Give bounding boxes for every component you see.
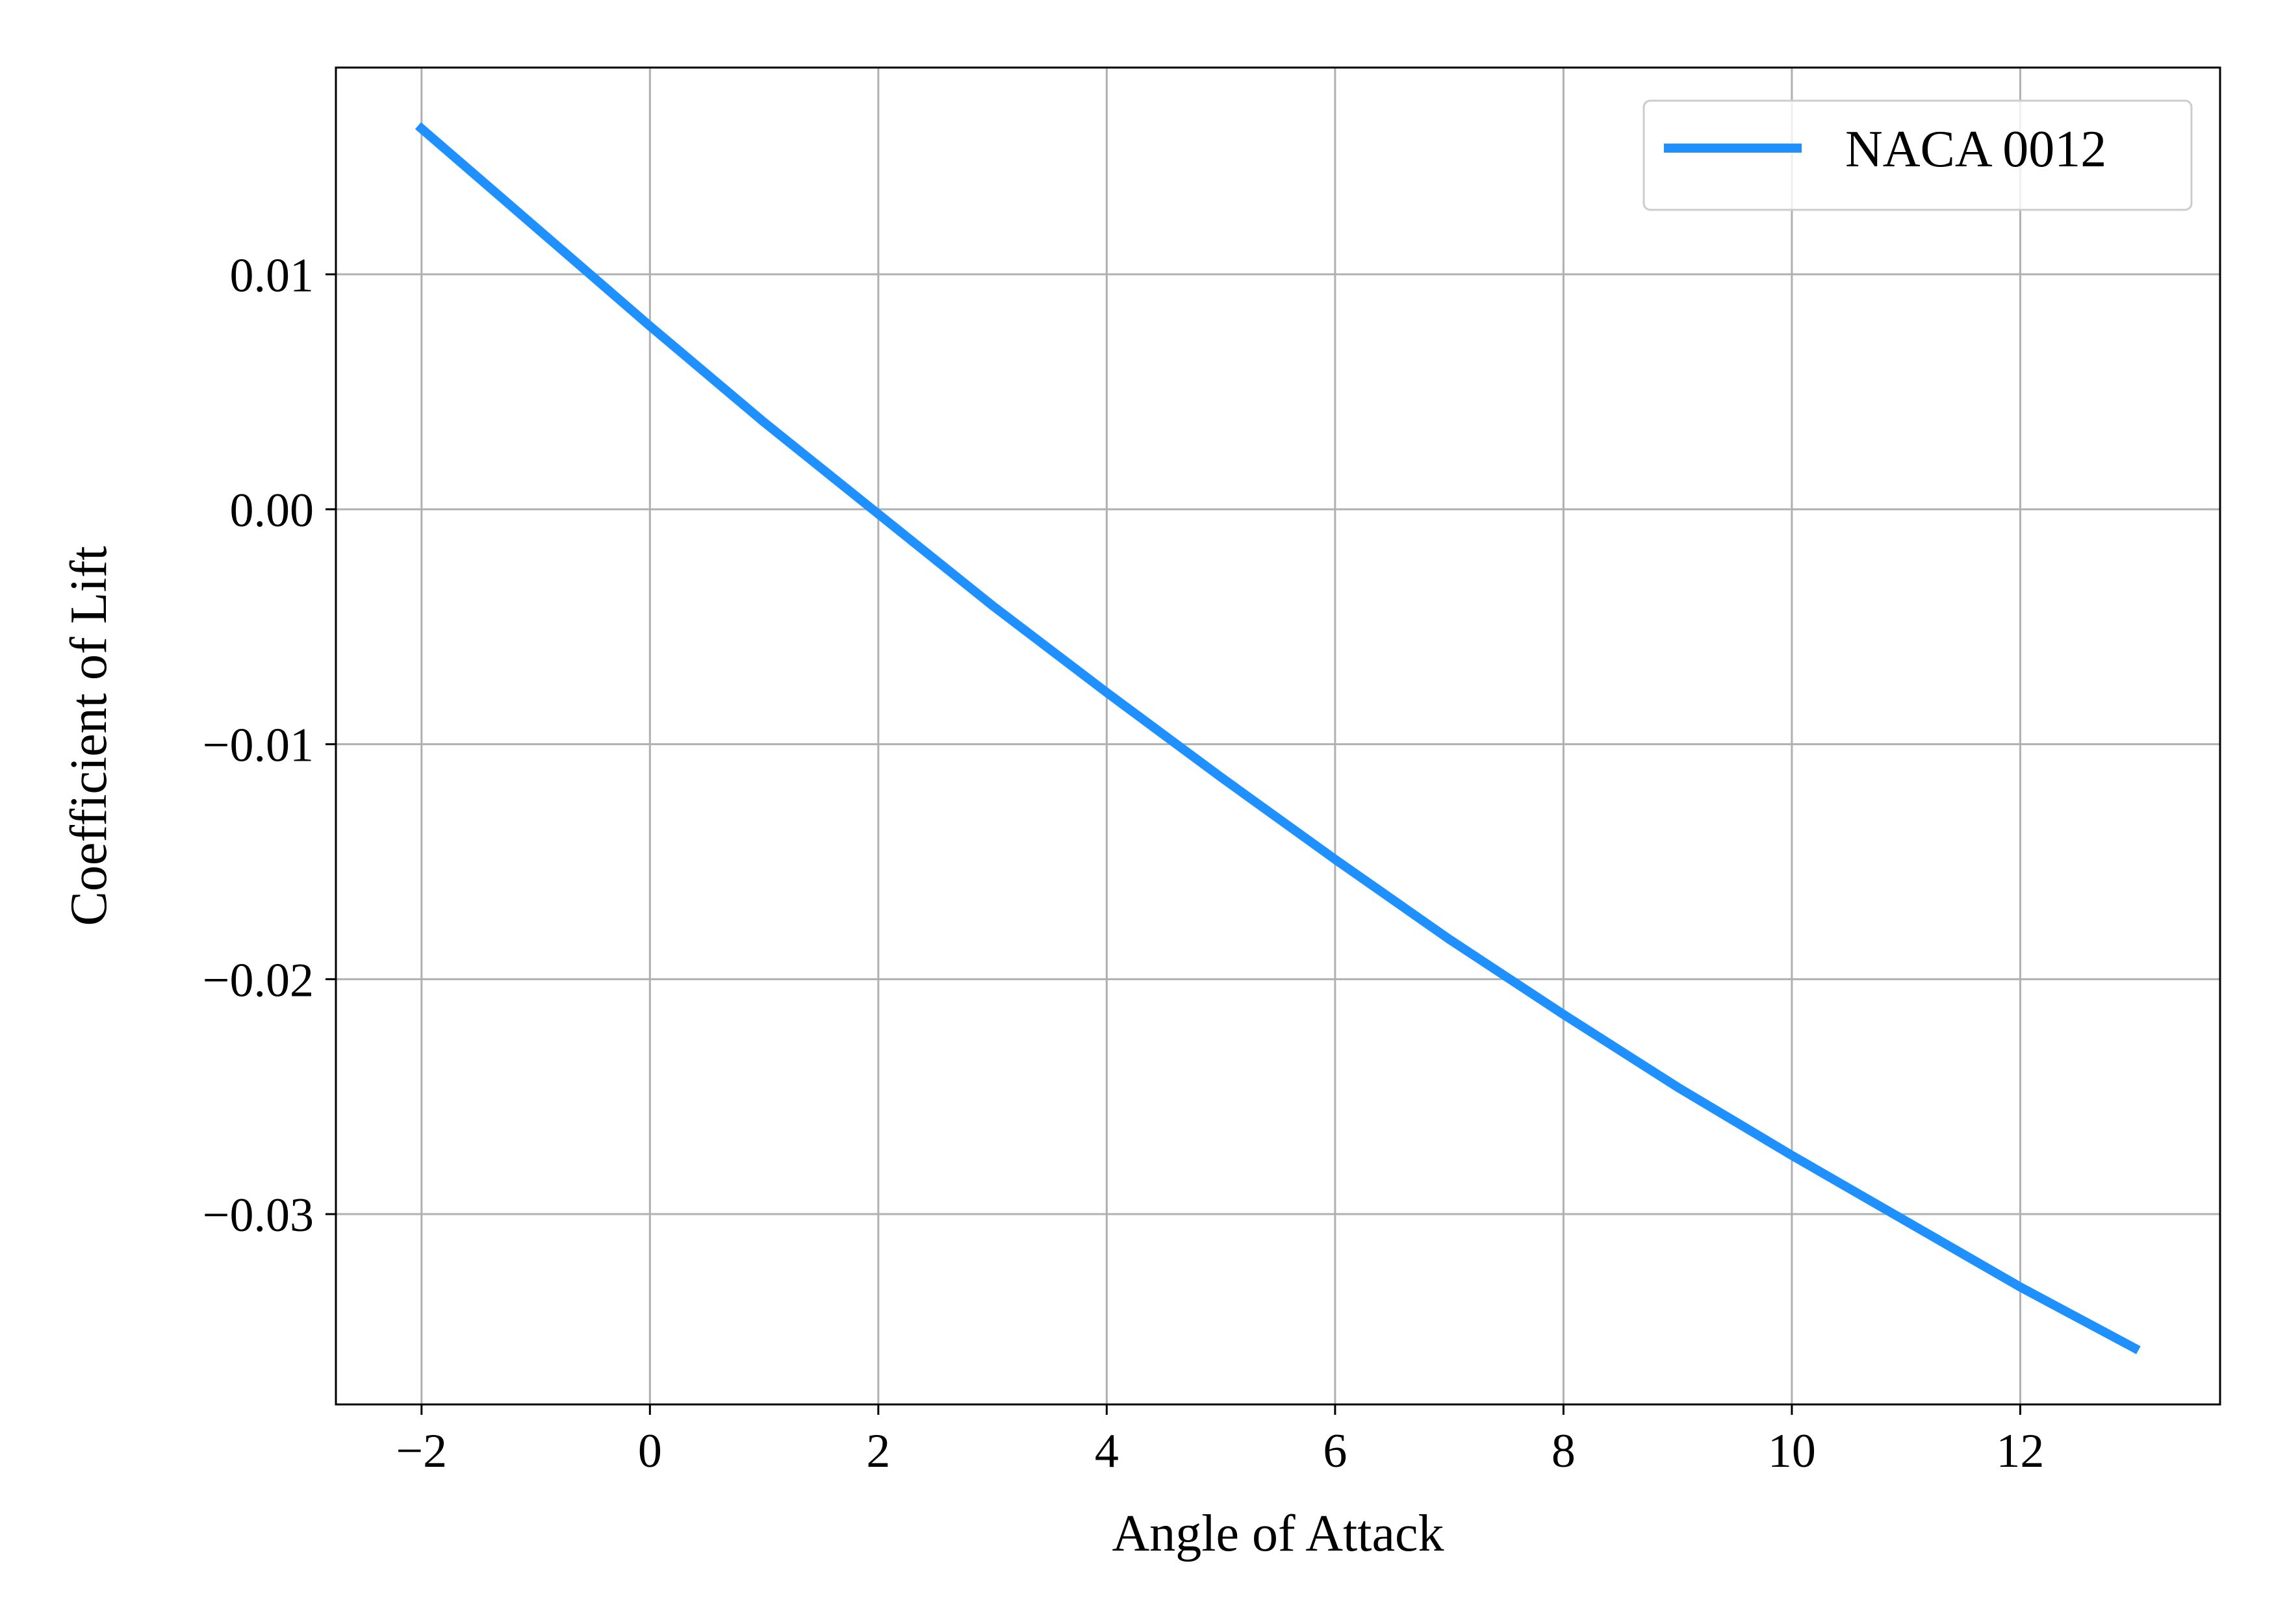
x-tick-label: −2 (396, 1425, 447, 1478)
series-line (415, 122, 2141, 1354)
y-axis-title: Coefficient of Lift (60, 546, 118, 926)
legend-label: NACA 0012 (1845, 121, 2106, 178)
series-lines (415, 122, 2141, 1354)
x-tick-label: 10 (1768, 1425, 1816, 1478)
plot-area-frame (335, 66, 2221, 1406)
y-tick-label: −0.03 (203, 1189, 314, 1242)
x-axis-title: Angle of Attack (1112, 1505, 1444, 1562)
x-tick-label: 8 (1552, 1425, 1576, 1478)
x-tick-label: 2 (866, 1425, 890, 1478)
y-tick-label: 0.01 (230, 249, 314, 302)
x-tick-label: 0 (638, 1425, 662, 1478)
y-axis: −0.03 −0.02 −0.01 0.00 0.01 (203, 249, 336, 1242)
x-tick-label: 12 (1996, 1425, 2044, 1478)
y-tick-label: −0.01 (203, 719, 314, 772)
plot-area-background (336, 68, 2220, 1404)
grid (336, 68, 2220, 1404)
legend: NACA 0012 (1642, 99, 2193, 211)
legend-box (1642, 99, 2193, 211)
x-tick-label: 4 (1095, 1425, 1119, 1478)
y-tick-label: 0.00 (230, 484, 314, 537)
x-axis: −2 0 2 4 6 8 10 12 (396, 1404, 2044, 1478)
x-tick-label: 6 (1323, 1425, 1347, 1478)
y-tick-label: −0.02 (203, 954, 314, 1007)
